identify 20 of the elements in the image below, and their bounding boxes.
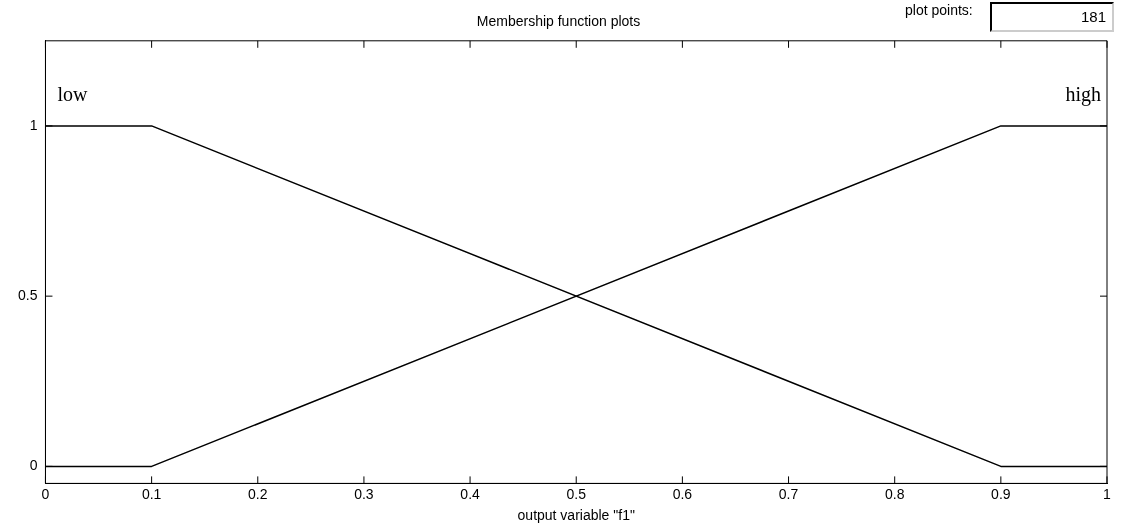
x-tick-label: 0.6 [672, 485, 693, 502]
text: plot points: [905, 2, 973, 18]
text-field: 181 [990, 2, 1114, 32]
x-tick-label: 0.2 [248, 485, 268, 502]
x-tick-label: 0.7 [778, 485, 799, 502]
x-tick-label: 0.9 [991, 485, 1011, 502]
x-tick-label: 0.4 [460, 485, 481, 502]
x-tick-label: 1 [1103, 485, 1112, 502]
chart-title: Membership function plots [476, 13, 641, 30]
x-tick-label: 0.1 [141, 485, 162, 502]
y-tick-label: 0.5 [17, 287, 38, 304]
x-tick-label: 0 [41, 485, 50, 502]
x-tick-label: 0.3 [354, 485, 374, 502]
x-axis-title: output variable "f1" [517, 507, 635, 524]
y-tick-label: 1 [29, 116, 38, 133]
series-label: high [1065, 83, 1101, 107]
x-tick-label: 0.8 [884, 485, 905, 502]
series-label: low [57, 83, 89, 106]
x-tick-label: 0.5 [566, 485, 587, 502]
y-tick-label: 0 [29, 457, 38, 474]
